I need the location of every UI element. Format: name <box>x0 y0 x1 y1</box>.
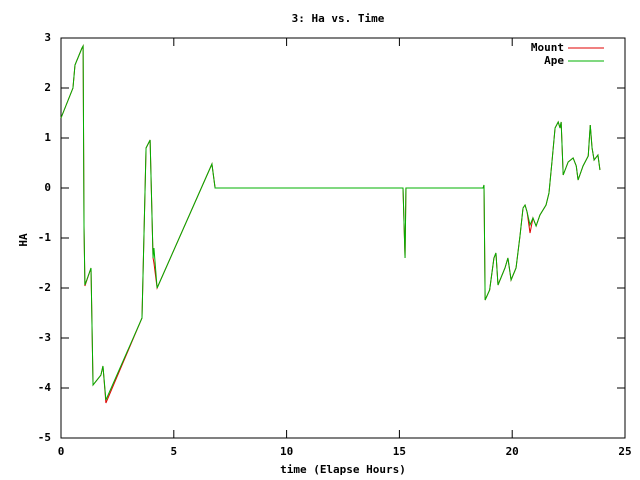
x-tick-label: 15 <box>393 445 406 458</box>
y-tick-label: 2 <box>44 81 51 94</box>
legend-label: Ape <box>544 54 564 67</box>
x-axis-label: time (Elapse Hours) <box>280 463 406 476</box>
y-tick-label: 1 <box>44 131 51 144</box>
y-tick-label: -1 <box>38 231 52 244</box>
x-tick-label: 5 <box>170 445 177 458</box>
x-tick-label: 20 <box>506 445 519 458</box>
y-tick-label: -3 <box>38 331 51 344</box>
y-tick-label: -4 <box>38 381 52 394</box>
x-tick-label: 25 <box>618 445 631 458</box>
x-tick-label: 10 <box>280 445 293 458</box>
x-tick-label: 0 <box>58 445 65 458</box>
chart-title: 3: Ha vs. Time <box>292 12 385 25</box>
y-axis-label: HA <box>17 233 30 247</box>
y-tick-label: 3 <box>44 31 51 44</box>
legend-label: Mount <box>531 41 564 54</box>
y-tick-label: 0 <box>44 181 51 194</box>
y-tick-label: -5 <box>38 431 51 444</box>
data-line <box>60 44 601 401</box>
y-tick-label: -2 <box>38 281 51 294</box>
